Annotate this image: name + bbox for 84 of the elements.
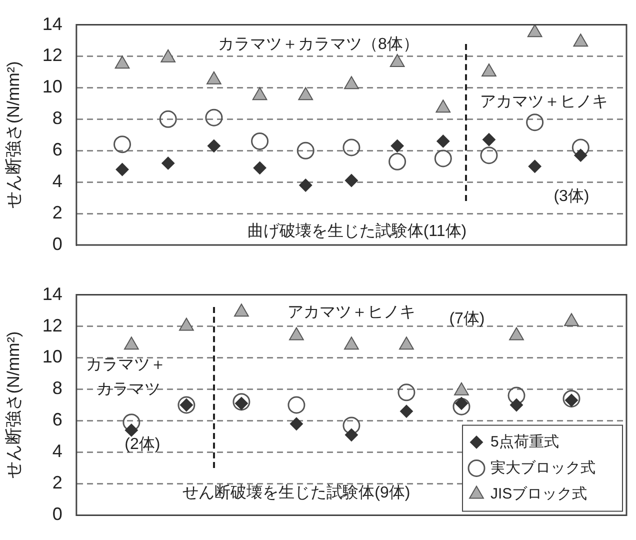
point: [452, 398, 470, 416]
y-tick-label: 10: [42, 346, 62, 367]
point: [207, 139, 220, 152]
y-tick-label: 2: [52, 472, 62, 493]
point: [344, 174, 358, 188]
point: [573, 34, 588, 47]
y-tick-label: 12: [42, 315, 62, 336]
point: [399, 336, 414, 350]
point: [342, 138, 360, 156]
point: [252, 87, 268, 100]
point: [390, 139, 404, 152]
y-tick-label: 6: [52, 140, 62, 160]
point: [299, 178, 312, 192]
point: [160, 49, 176, 62]
y-tick-label: 10: [42, 76, 62, 97]
legend-label: JISブロック式: [490, 485, 588, 502]
point: [434, 150, 452, 168]
point: [390, 54, 405, 68]
point: [234, 304, 249, 317]
point: [572, 138, 590, 156]
point: [179, 318, 194, 331]
annotation: カラマツ＋カラマツ（8体）: [218, 36, 419, 54]
point: [289, 327, 304, 340]
annotation: せん断破壊を生じた試験体(9体): [182, 484, 410, 502]
y-tick-label: 14: [42, 284, 62, 304]
y-tick-label: 8: [52, 108, 62, 128]
point: [251, 132, 269, 150]
point: [290, 417, 303, 430]
point: [114, 136, 132, 154]
y-tick-label: 8: [52, 378, 62, 398]
point: [482, 133, 496, 146]
y-tick-label: 4: [52, 441, 62, 462]
point: [528, 160, 542, 173]
point: [480, 146, 498, 164]
point: [574, 148, 588, 162]
point: [400, 404, 413, 418]
y-tick-label: 0: [52, 504, 62, 524]
point: [298, 87, 314, 100]
annotation: (3体): [554, 188, 590, 205]
point: [288, 396, 306, 414]
point: [162, 156, 175, 170]
point: [344, 428, 358, 442]
point: [388, 152, 406, 170]
point: [482, 63, 496, 76]
y-tick-label: 12: [42, 45, 62, 66]
point: [232, 393, 250, 411]
point: [124, 336, 139, 350]
annotation: 曲げ破壊を生じた試験体(11体): [247, 222, 467, 240]
point: [398, 384, 416, 402]
point: [342, 416, 360, 434]
y-tick-label: 4: [52, 171, 62, 192]
point: [562, 390, 580, 408]
point: [526, 114, 544, 132]
point: [564, 313, 579, 326]
annotation: (2体): [124, 436, 160, 454]
point: [344, 76, 359, 90]
point: [124, 424, 138, 437]
point: [508, 386, 526, 404]
y-tick-label: 0: [52, 234, 62, 254]
point: [510, 398, 523, 412]
annotation: (7体): [449, 310, 485, 328]
point: [206, 71, 222, 84]
y-tick-label: 6: [52, 410, 62, 430]
annotation: アカマツ＋ヒノキ: [480, 93, 608, 110]
point: [436, 100, 451, 113]
point: [116, 163, 129, 176]
annotation: アカマツ＋ヒノキ: [287, 304, 416, 321]
y-axis-title: せん断強さ(N/mm²): [4, 61, 23, 209]
point: [436, 134, 450, 148]
y-axis-title: せん断強さ(N/mm²): [4, 331, 23, 479]
annotation: カラマツ: [96, 380, 161, 398]
point: [344, 336, 359, 350]
point: [509, 327, 524, 340]
point: [114, 56, 130, 69]
y-tick-label: 2: [52, 202, 62, 223]
point: [205, 108, 223, 126]
y-tick-label: 14: [42, 14, 62, 34]
point: [527, 24, 542, 38]
legend-label: 5点荷重式: [490, 433, 559, 450]
point: [253, 161, 266, 174]
point: [159, 110, 177, 128]
legend-label: 実大ブロック式: [490, 459, 596, 476]
annotation: カラマツ＋: [86, 356, 166, 374]
point: [296, 142, 314, 160]
